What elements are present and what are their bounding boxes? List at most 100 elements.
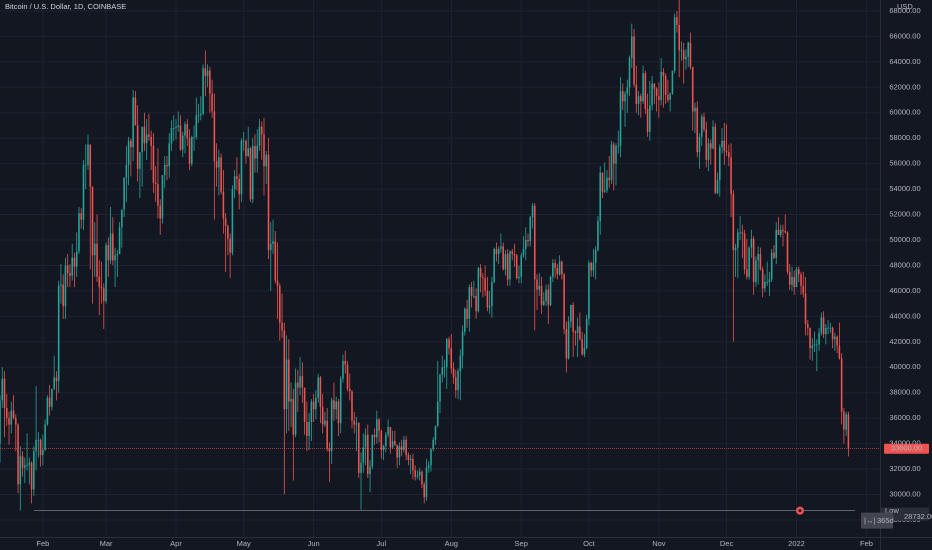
candle-body <box>698 136 701 153</box>
candle-body <box>385 434 387 447</box>
candle-body <box>64 265 67 307</box>
candle-body <box>378 419 380 431</box>
candle-body <box>583 348 586 355</box>
candle-body <box>631 36 633 59</box>
candle-body <box>491 281 493 307</box>
candle-body <box>651 83 653 106</box>
candle-body <box>829 327 832 329</box>
candle-body <box>245 140 247 157</box>
candle-body <box>30 462 33 490</box>
candle-body <box>93 243 96 256</box>
candle-body <box>141 126 143 153</box>
candle-body <box>197 115 200 117</box>
candle-body <box>791 276 793 285</box>
candle-body <box>130 140 132 148</box>
candle-body <box>412 458 414 471</box>
candle-body <box>527 239 529 242</box>
y-tick-label: 32000.00 <box>889 464 920 473</box>
candle-body <box>689 42 692 67</box>
candle-body <box>362 447 365 463</box>
candle-body <box>750 238 753 248</box>
candle-body <box>44 424 46 450</box>
candle-body <box>53 377 55 389</box>
candle-body <box>355 423 358 425</box>
candle-body <box>195 115 198 137</box>
candle-body <box>105 245 107 302</box>
y-tick-label: 42000.00 <box>889 337 920 346</box>
candle-body <box>326 420 328 449</box>
candle-body <box>121 209 123 228</box>
candle-body <box>299 376 301 388</box>
candle-body <box>739 232 741 234</box>
candle-body <box>389 427 392 448</box>
candle-body <box>87 144 89 165</box>
y-tick-label: 46000.00 <box>889 286 920 295</box>
candle-body <box>714 126 717 193</box>
candle-body <box>100 287 103 289</box>
candle-body <box>430 448 432 466</box>
candle-body <box>561 261 563 275</box>
candle-body <box>42 449 44 456</box>
candle-body <box>522 248 525 256</box>
candle-body <box>333 400 335 410</box>
y-tick-label: 66000.00 <box>889 31 920 40</box>
candle-body <box>328 448 331 452</box>
candle-body <box>825 327 827 335</box>
candle-body <box>172 128 175 129</box>
candle-body <box>818 332 820 345</box>
candle-body <box>728 152 730 158</box>
candle-body <box>62 284 64 307</box>
candle-body <box>624 93 626 102</box>
last-price-label: 33600.00 <box>891 444 922 453</box>
candle-body <box>574 331 577 333</box>
candle-body <box>89 144 92 187</box>
candle-body <box>109 233 112 261</box>
candle-body <box>3 378 6 408</box>
candle-body <box>759 253 762 270</box>
candle-body <box>134 97 137 126</box>
candle-body <box>734 247 737 251</box>
candle-body <box>351 391 353 421</box>
candle-body <box>563 274 565 330</box>
candle-body <box>170 128 173 144</box>
candle-body <box>145 134 148 144</box>
candle-body <box>57 285 60 382</box>
candle-body <box>482 276 484 279</box>
candle-body <box>515 255 518 279</box>
candle-body <box>755 260 757 282</box>
candle-body <box>233 176 236 190</box>
candle-body <box>443 367 446 369</box>
candle-body <box>845 414 847 430</box>
candle-body <box>357 423 360 473</box>
candle-body <box>608 177 611 181</box>
candle-body <box>764 281 766 289</box>
candle-body <box>843 411 845 430</box>
candle-body <box>732 194 735 251</box>
candle-body <box>184 124 186 136</box>
range-label: 365d <box>877 516 894 525</box>
candle-body <box>552 262 554 277</box>
candle-body <box>786 232 789 272</box>
candle-body <box>775 229 777 258</box>
x-tick-label: Aug <box>445 539 458 548</box>
candle-body <box>211 93 213 112</box>
candle-body <box>80 213 83 220</box>
candle-body <box>495 248 498 254</box>
candle-body <box>315 397 317 410</box>
candle-body <box>700 116 703 137</box>
candle-body <box>193 136 195 138</box>
candle-body <box>628 58 631 88</box>
candle-body <box>450 348 453 369</box>
candle-body <box>773 252 775 258</box>
y-tick-label: 64000.00 <box>889 57 920 66</box>
candle-body <box>746 269 748 277</box>
candle-body <box>161 175 164 219</box>
candle-body <box>1 378 4 401</box>
candle-body <box>28 462 31 466</box>
candle-body <box>601 172 604 192</box>
candle-body <box>218 157 220 168</box>
candle-body <box>73 257 76 267</box>
candle-body <box>344 360 347 365</box>
candle-body <box>181 135 184 150</box>
